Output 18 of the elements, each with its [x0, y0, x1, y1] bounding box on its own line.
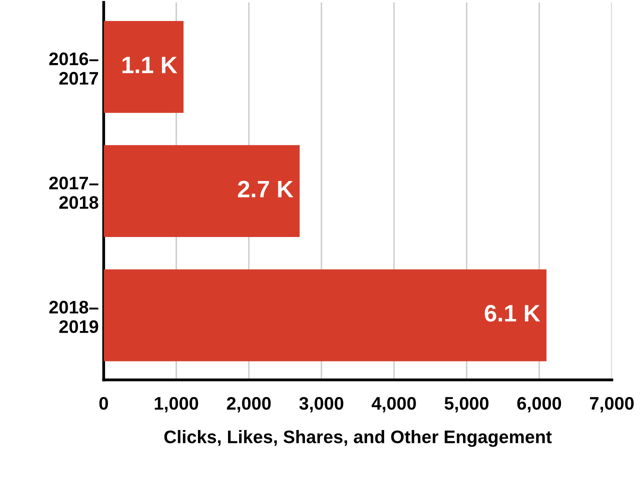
x-tick-label: 0 [99, 396, 108, 410]
x-tick-label: 4,000 [372, 396, 416, 412]
y-tick-label: 2016– 2017 [49, 52, 98, 85]
y-tick-label: 2017– 2018 [49, 176, 98, 209]
x-tick-label: 7,000 [590, 396, 634, 412]
x-tick-label: 5,000 [444, 396, 488, 412]
bar [104, 269, 546, 362]
bar [104, 145, 300, 238]
bar [104, 21, 184, 113]
data-label: 1.1 K [122, 56, 178, 74]
data-label: 6.1 K [484, 304, 540, 322]
y-tick-label: 2018– 2019 [49, 300, 98, 334]
x-tick-label: 1,000 [154, 396, 198, 412]
x-axis-title: Clicks, Likes, Shares, and Other Engagement [164, 430, 552, 447]
x-tick-label: 3,000 [299, 396, 344, 412]
data-label: 2.7 K [238, 180, 294, 198]
x-tick-label: 6,000 [517, 396, 562, 412]
x-tick-label: 2,000 [226, 396, 271, 412]
